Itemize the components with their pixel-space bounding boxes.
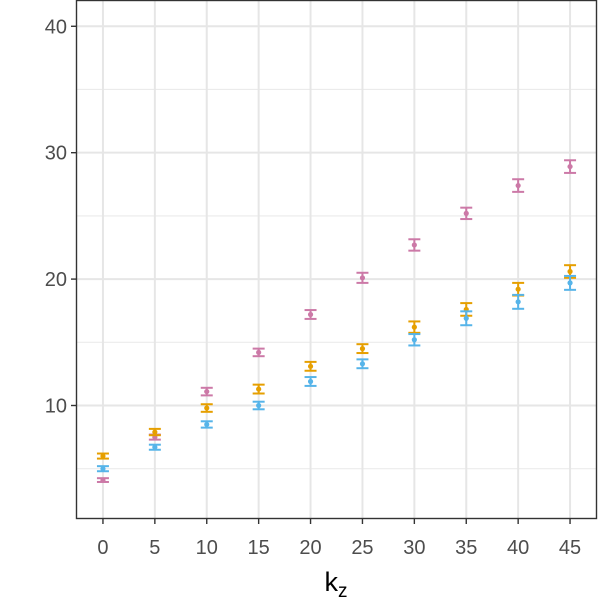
data-point	[567, 163, 573, 170]
data-point	[256, 386, 262, 392]
data-point	[152, 444, 158, 450]
data-point	[307, 363, 314, 369]
data-point	[411, 337, 417, 343]
x-tick-label: 25	[351, 537, 373, 559]
data-point	[100, 477, 106, 483]
data-point	[359, 361, 366, 367]
data-point	[204, 421, 210, 428]
x-axis-title: kz	[325, 567, 348, 601]
data-point	[463, 315, 469, 321]
data-point	[256, 402, 262, 409]
y-tick-label: 20	[45, 269, 67, 291]
x-axis-title-main: k	[325, 567, 339, 597]
data-point	[256, 349, 262, 356]
data-point	[567, 268, 573, 275]
data-point	[152, 429, 158, 435]
x-tick-label: 5	[149, 537, 160, 559]
x-tick-label: 20	[299, 537, 321, 559]
x-tick-label: 40	[507, 537, 529, 559]
data-point	[515, 286, 521, 292]
series-1	[96, 264, 577, 460]
x-tick-label: 15	[248, 537, 270, 559]
y-tick-label: 10	[45, 395, 67, 417]
data-point	[307, 311, 314, 318]
series-2	[96, 274, 577, 473]
data-point	[515, 299, 521, 305]
data-point	[515, 182, 521, 189]
data-point	[204, 388, 210, 395]
data-point	[307, 378, 314, 385]
data-point	[567, 280, 573, 286]
axes: 10 20 30 40 0 5 10 15 20 25 30 35 40 45	[45, 16, 581, 559]
x-tick-label: 10	[196, 537, 218, 559]
x-axis-title-subscript: z	[338, 581, 348, 601]
x-tick-label: 45	[559, 537, 581, 559]
data-point	[411, 242, 417, 248]
x-tick-label: 35	[455, 537, 477, 559]
x-tick-label: 0	[97, 537, 108, 559]
plot-panel-border	[75, 0, 598, 520]
y-tick-label: 30	[45, 143, 67, 165]
x-tick-label: 30	[403, 537, 425, 559]
data-point	[463, 210, 469, 216]
gridlines	[77, 1, 596, 518]
data-point	[100, 453, 106, 459]
data-point	[411, 324, 417, 330]
data-point	[204, 405, 210, 411]
data-point	[359, 346, 366, 352]
y-tick-label: 40	[45, 16, 67, 38]
data-points	[96, 159, 577, 483]
data-point	[359, 275, 366, 281]
data-point	[100, 466, 106, 472]
